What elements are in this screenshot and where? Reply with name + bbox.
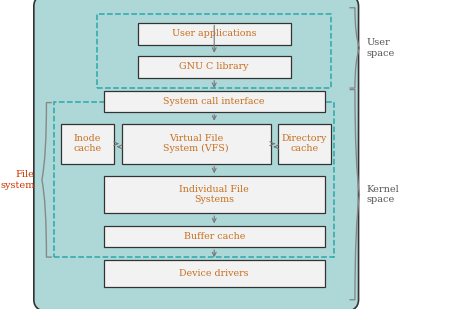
FancyBboxPatch shape	[104, 226, 325, 247]
FancyBboxPatch shape	[278, 124, 331, 164]
Text: System call interface: System call interface	[163, 97, 265, 106]
Bar	[97, 14, 331, 88]
Text: Inode
cache: Inode cache	[74, 134, 101, 153]
FancyBboxPatch shape	[61, 124, 114, 164]
Text: Virtual File
System (VFS): Virtual File System (VFS)	[163, 134, 229, 154]
Text: Device drivers: Device drivers	[179, 269, 249, 278]
Text: User applications: User applications	[172, 29, 257, 38]
FancyBboxPatch shape	[122, 124, 271, 164]
Text: Individual File
Systems: Individual File Systems	[179, 185, 249, 204]
Text: GNU C library: GNU C library	[179, 62, 249, 71]
Text: File
system: File system	[0, 170, 35, 189]
Text: Buffer cache: Buffer cache	[184, 232, 245, 241]
Text: User
space: User space	[367, 38, 395, 57]
FancyBboxPatch shape	[138, 23, 291, 45]
Bar	[54, 102, 334, 257]
Text: Kernel
space: Kernel space	[367, 185, 400, 204]
FancyBboxPatch shape	[138, 56, 291, 78]
FancyBboxPatch shape	[104, 91, 325, 112]
Text: Directory
cache: Directory cache	[282, 134, 327, 153]
FancyBboxPatch shape	[104, 260, 325, 287]
FancyBboxPatch shape	[104, 176, 325, 213]
FancyBboxPatch shape	[34, 0, 359, 309]
